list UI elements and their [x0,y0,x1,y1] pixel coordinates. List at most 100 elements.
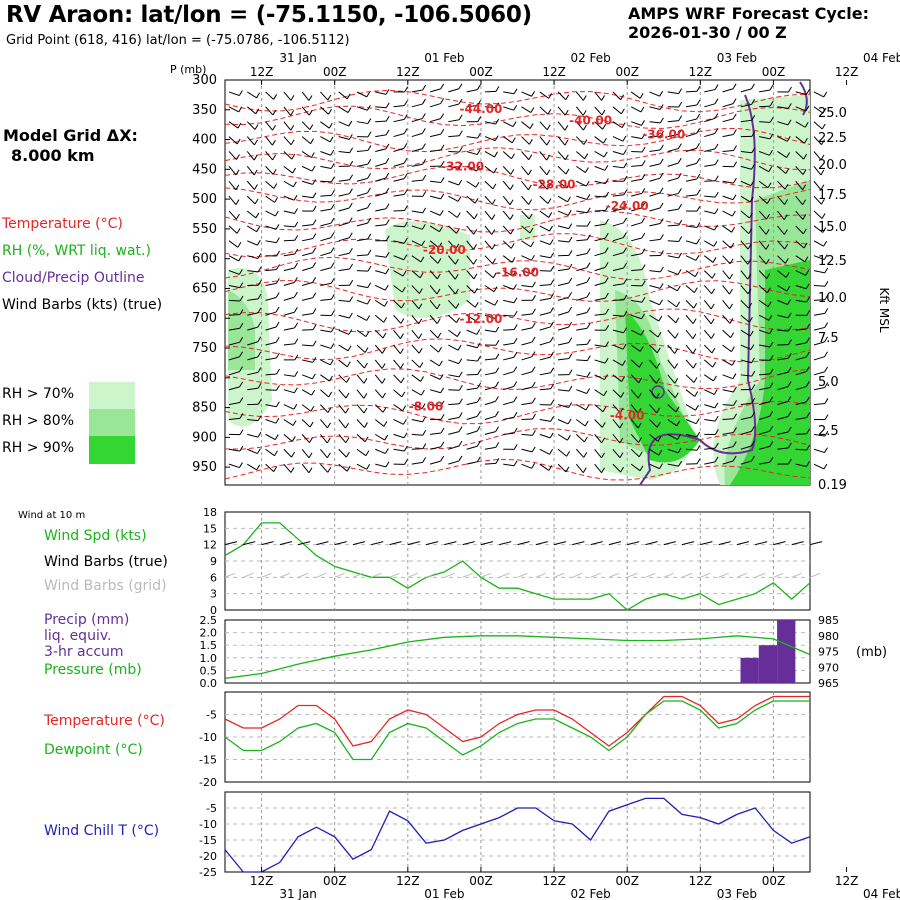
wind-barb-flag [784,199,788,205]
wind-barb [521,255,532,261]
wind-barb [301,404,312,412]
wind-barb-flag [329,136,334,143]
wind-barb [374,433,385,441]
wind-barb [521,313,533,316]
wind-barb-flag [586,355,591,361]
wind-barb-flag [619,452,624,458]
wind-barb [740,225,750,235]
wind-barb [704,89,716,93]
wind-barb [594,313,606,316]
wind-barb [667,148,679,152]
wind-barb [777,151,787,158]
wind-barb-flag [696,431,701,438]
surface-wind-barb-grid [553,572,565,578]
wind-barb [356,448,367,457]
wind-barb-flag [330,278,335,284]
wind-barb-flag [546,139,551,146]
wind-barb-flag [602,123,607,130]
wind-barb [685,162,697,167]
temperature-label: -40.00 [569,114,612,128]
wind-barb-flag [584,420,589,427]
wind-barb-flag [367,173,372,179]
wind-barb [338,106,349,113]
wind-barb [813,121,823,130]
wind-barb-flag [330,326,335,333]
wind-barb-flag [385,203,390,209]
cloud-outline-cell [651,385,665,399]
wind-barb [503,385,514,391]
wind-barb [740,165,752,170]
wind-barb [612,359,623,366]
wind-barb-flag [254,198,259,205]
wind-barb-flag [330,203,335,210]
wind-barb-flag [275,337,280,343]
temperature-contour [224,338,811,363]
wind-barb [576,281,588,286]
wind-barb-flag [312,219,317,225]
wind-barb-flag [586,371,591,378]
wind-barb-flag [604,374,608,380]
wind-barb [375,463,387,468]
wind-barb-flag [254,184,258,190]
legend-rh80-label: RH > 80% [2,413,75,429]
wind-barb-flag [438,242,443,248]
wind-barb [374,404,384,413]
wind-barb-flag [256,239,261,246]
wind-barb [521,463,532,469]
wind-barb-flag [788,339,792,345]
wind-barb [795,270,806,276]
wind-barb-flag [623,278,628,285]
surface-wind-barb [407,541,420,546]
wind-barb [539,195,549,204]
wind-barb [557,433,568,441]
wind-barb [430,180,442,183]
wind-barb [228,240,239,248]
cloud-outline [639,94,757,486]
wind-barb [502,136,513,144]
wind-barb [777,106,789,109]
wind-barb [795,255,806,263]
wind-barb-flag [477,116,482,122]
wind-barb-flag [309,437,313,443]
wind-barb [649,177,661,182]
wind-barb-flag [385,235,390,242]
wind-barb-flag [765,244,770,250]
wind-barb-flag [824,308,829,314]
wind-barb [557,296,569,301]
wind-barb [521,195,530,205]
wind-barb-flag [477,355,482,362]
wind-barb-flag [367,145,372,151]
wind-barb [265,269,277,272]
wind-barb [265,326,277,331]
wind-barb [594,282,606,286]
wind-barb-flag [291,436,296,442]
wind-barb [466,165,477,172]
wind-barb [429,285,438,295]
wind-barb-flag [311,373,316,380]
date-label-top: 03 Feb [717,51,757,65]
wind-barb-flag [714,143,719,150]
wind-barb-flag [787,366,792,373]
surface-wind-barb-grid [700,572,711,578]
wind-barb-flag [641,280,646,287]
wind-barb [484,446,496,450]
wind-barb [594,165,606,171]
wind-barb-flag [769,328,773,334]
wind-barb [759,105,771,108]
wind-barb [484,106,496,109]
wind-barb-flag [476,329,481,335]
wind-barb-flag [714,159,719,165]
wind-barb [338,344,349,352]
wind-barb [228,341,240,346]
wind-barb [704,195,716,198]
wind-barb-flag [568,223,573,229]
wind-barb [685,240,697,245]
wind-barb-flag [404,221,408,228]
wind-barb [521,284,533,288]
wind-barb [631,207,642,212]
wind-barb-flag [495,381,499,388]
wind-barb [393,270,404,277]
wind-barb [813,195,822,205]
wind-barb [558,389,570,392]
wind-barb-flag [750,180,755,186]
